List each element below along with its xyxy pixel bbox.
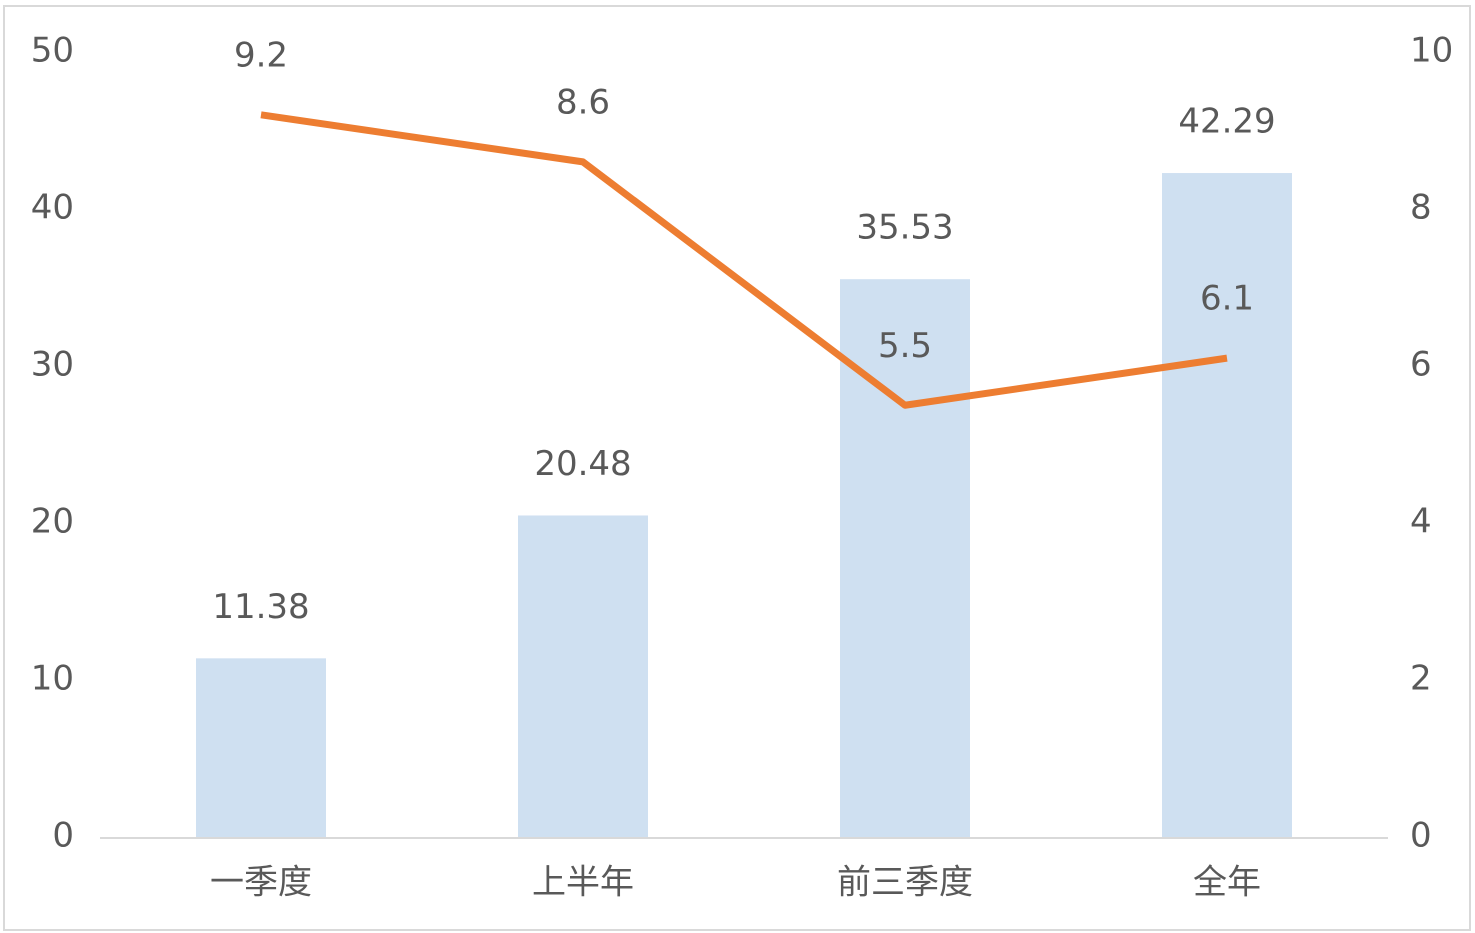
y-tick-label: 0: [52, 816, 74, 856]
line: [260, 111, 1228, 409]
bar: [1162, 173, 1292, 837]
data-label: 5.5: [878, 326, 932, 366]
x-tick-label: 一季度: [210, 863, 312, 903]
y2-tick-label: 2: [1410, 659, 1432, 699]
y-tick-label: 50: [31, 31, 74, 71]
data-label: 11.38: [212, 587, 309, 627]
y-tick-label: 10: [31, 659, 74, 699]
x-tick-label: 上半年: [532, 863, 634, 903]
y2-tick-label: 8: [1410, 188, 1432, 228]
y-tick-label: 20: [31, 502, 74, 542]
bar: [518, 515, 648, 837]
bar: [196, 658, 326, 837]
data-label: 42.29: [1178, 102, 1275, 142]
y-tick-label: 40: [31, 188, 74, 228]
data-label: 6.1: [1200, 279, 1254, 319]
data-label: 20.48: [534, 444, 631, 484]
x-tick-label: 前三季度: [837, 863, 973, 903]
y2-tick-label: 4: [1410, 502, 1432, 542]
chart-border: [3, 5, 1471, 931]
data-label: 9.2: [234, 35, 288, 75]
y2-tick-label: 10: [1410, 31, 1453, 71]
data-label: 35.53: [856, 208, 953, 248]
x-tick-label: 全年: [1193, 863, 1261, 903]
data-label: 8.6: [556, 82, 610, 122]
y-tick-label: 30: [31, 345, 74, 385]
y2-tick-label: 6: [1410, 345, 1432, 385]
y2-tick-label: 0: [1410, 816, 1432, 856]
